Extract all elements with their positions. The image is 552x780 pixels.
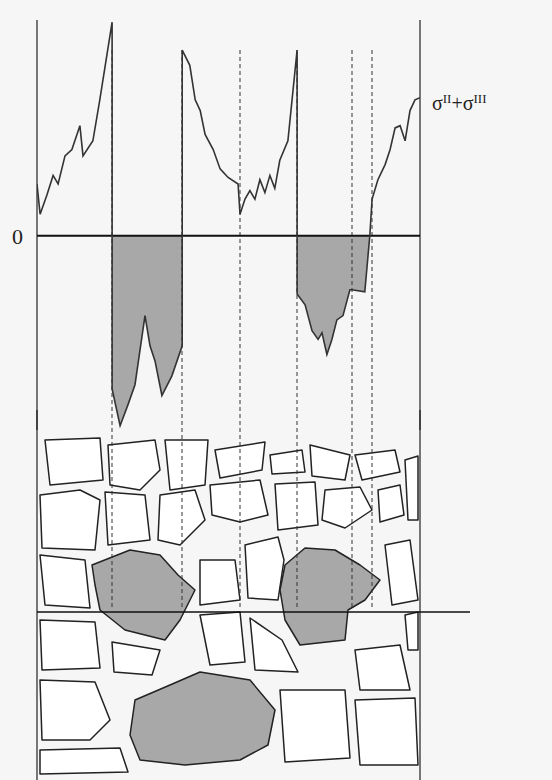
guide-line — [240, 50, 241, 610]
frame-line — [419, 410, 420, 780]
microstructure — [40, 438, 418, 774]
frame-line — [419, 20, 420, 430]
grain — [40, 555, 90, 608]
series-label: σII+σIII — [432, 91, 487, 115]
grain — [45, 438, 103, 485]
grain — [245, 537, 284, 600]
grain — [165, 440, 208, 490]
grain — [40, 748, 128, 774]
grain — [112, 642, 160, 675]
grain — [405, 612, 418, 650]
grain — [310, 445, 350, 480]
grain — [92, 550, 195, 640]
grain — [130, 672, 275, 765]
negative-region — [37, 236, 420, 426]
grain — [40, 620, 100, 670]
grain — [280, 548, 380, 645]
grain — [200, 560, 240, 605]
grain — [405, 456, 418, 520]
grain — [355, 698, 418, 765]
grain — [355, 645, 410, 690]
section-line — [37, 611, 470, 613]
grain — [280, 690, 350, 762]
tick-label: 0 — [12, 224, 23, 249]
grain — [378, 485, 404, 522]
guide-line — [352, 50, 353, 610]
plot-lines — [37, 22, 420, 426]
grain — [322, 487, 372, 528]
grain — [355, 450, 400, 480]
compressive-area — [37, 236, 420, 426]
frame-line — [36, 410, 37, 780]
grain — [40, 490, 100, 550]
grain — [108, 440, 160, 490]
grain — [210, 480, 268, 522]
grain — [40, 680, 110, 740]
zero-line — [37, 235, 420, 237]
guide-line — [372, 50, 373, 610]
plot-area — [37, 22, 420, 426]
grain — [200, 612, 245, 665]
figure: 0 σII+σIII — [0, 0, 552, 780]
y-axis — [36, 20, 37, 430]
stress-line — [37, 22, 420, 426]
grain — [270, 450, 305, 474]
grain — [385, 540, 418, 605]
